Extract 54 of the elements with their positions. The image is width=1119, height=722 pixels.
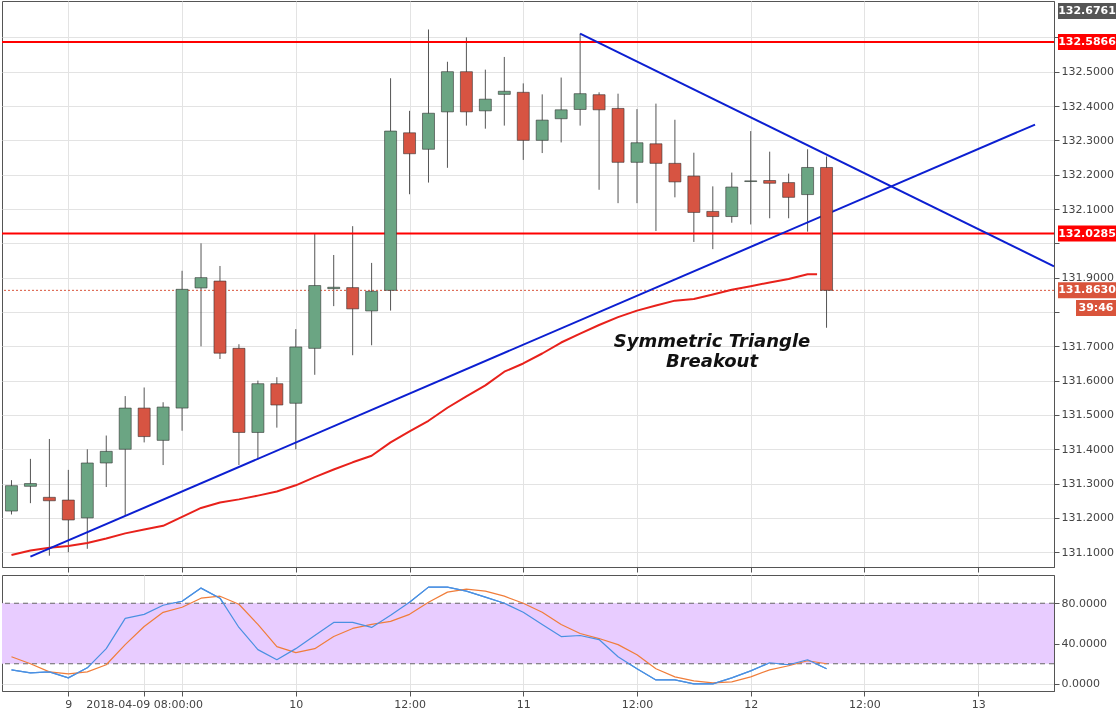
candlestick	[630, 108, 644, 204]
candlestick	[706, 185, 720, 250]
candlestick	[498, 56, 511, 127]
candlestick	[744, 130, 758, 225]
y-tick-label: 40.0000	[1061, 637, 1107, 651]
y-tick-label: 131.1000	[1061, 545, 1114, 559]
candlestick	[24, 458, 37, 504]
ref-line-label: 132.0285	[1058, 226, 1116, 240]
x-tick-label: 12	[744, 697, 759, 711]
y-tick-label: 131.4000	[1061, 442, 1114, 456]
ref-line-label: 132.5866	[1058, 34, 1117, 48]
candlestick	[365, 262, 378, 346]
candlestick	[99, 435, 113, 488]
candlestick	[194, 242, 208, 347]
y-tick-label: 0.0000	[1061, 677, 1100, 691]
candlestick	[270, 376, 284, 429]
x-tick-label: 10	[289, 697, 304, 711]
y-tick-label: 131.7000	[1061, 339, 1114, 353]
annotation: Symmetric Triangle Breakout	[613, 330, 811, 371]
candlestick	[782, 173, 795, 219]
y-tick-label: 80.0000	[1061, 596, 1107, 610]
x-tick-label: 9	[65, 697, 73, 711]
x-tick-label: 13	[971, 697, 986, 711]
y-tick-label: 132.2000	[1061, 168, 1114, 182]
text: 39:46	[1078, 301, 1114, 314]
y-tick-label: 132.3000	[1061, 133, 1114, 147]
candlestick	[479, 69, 492, 130]
y-tick-label: 132.5000	[1061, 65, 1114, 79]
candlestick	[62, 469, 75, 553]
candlestick	[535, 93, 549, 154]
candlestick	[327, 254, 341, 307]
ref-line-label: 131.8630	[1058, 283, 1117, 297]
y-tick-label: 131.2000	[1061, 511, 1114, 525]
candlestick	[649, 103, 663, 232]
line-series	[10, 273, 819, 556]
candlestick	[573, 33, 587, 127]
candlestick	[403, 110, 416, 195]
x-tick-label: 12:00	[394, 697, 426, 711]
y-tick-label: 132.4000	[1061, 99, 1114, 113]
candlestick	[763, 151, 776, 219]
candlestick	[592, 91, 606, 191]
candlestick	[668, 119, 682, 198]
x-tick-label: 12:00	[849, 697, 881, 711]
text: 132.6761	[1058, 4, 1116, 17]
y-tick-label: 131.3000	[1061, 477, 1114, 491]
y-tick-label: 132.1000	[1061, 202, 1114, 216]
candlestick	[554, 77, 568, 143]
y-tick-label: 131.9000	[1061, 271, 1114, 285]
x-tick-label: 12:00	[621, 697, 654, 711]
candlestick	[43, 438, 56, 557]
x-tick-label: 11	[516, 697, 531, 711]
x-tick-label: 2018-04-09 08:00:00	[86, 697, 204, 711]
y-tick-label: 131.6000	[1061, 374, 1114, 388]
y-tick-label: 131.5000	[1061, 408, 1114, 422]
